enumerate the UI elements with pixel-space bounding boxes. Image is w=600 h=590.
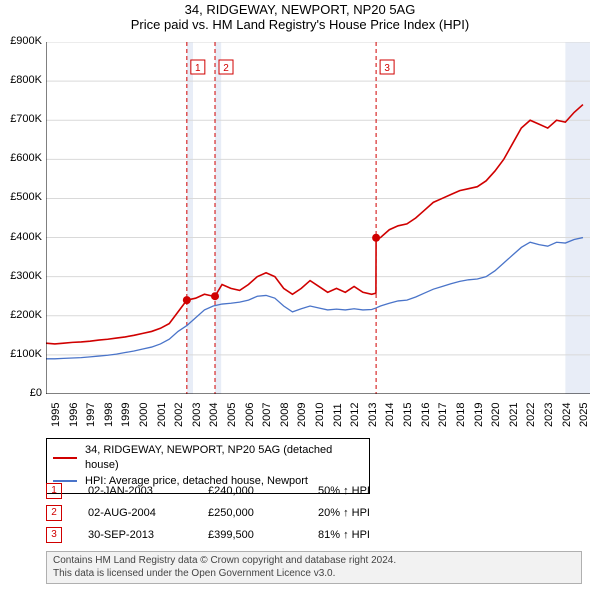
x-axis-label: 2004 xyxy=(208,403,220,427)
sale-vs-hpi: 81% ↑ HPI xyxy=(318,529,370,541)
y-axis-label: £100K xyxy=(0,348,42,360)
x-axis-label: 1999 xyxy=(120,403,132,427)
x-axis-label: 2021 xyxy=(508,403,520,427)
y-axis-label: £0 xyxy=(0,387,42,399)
x-axis-label: 2006 xyxy=(244,403,256,427)
sales-row: 3 30-SEP-2013 £399,500 81% ↑ HPI xyxy=(46,524,370,546)
sale-price: £240,000 xyxy=(208,485,318,497)
y-axis-label: £200K xyxy=(0,309,42,321)
x-axis-label: 2000 xyxy=(138,403,150,427)
x-axis-label: 2010 xyxy=(314,403,326,427)
sale-date: 02-JAN-2003 xyxy=(88,485,208,497)
legend-swatch-property xyxy=(53,457,77,459)
price-chart: 1 2 3 xyxy=(46,42,590,394)
x-axis-label: 2013 xyxy=(367,403,379,427)
svg-text:2: 2 xyxy=(223,63,229,74)
x-axis-label: 2016 xyxy=(420,403,432,427)
chart-title-address: 34, RIDGEWAY, NEWPORT, NP20 5AG xyxy=(0,2,600,17)
x-axis-label: 2025 xyxy=(578,403,590,427)
sale-date: 02-AUG-2004 xyxy=(88,507,208,519)
x-axis-label: 2003 xyxy=(191,403,203,427)
x-axis-label: 2024 xyxy=(561,403,573,427)
sales-row: 1 02-JAN-2003 £240,000 50% ↑ HPI xyxy=(46,480,370,502)
x-axis-label: 2011 xyxy=(332,403,344,427)
legend-item-property: 34, RIDGEWAY, NEWPORT, NP20 5AG (detache… xyxy=(53,443,363,474)
sales-table: 1 02-JAN-2003 £240,000 50% ↑ HPI 2 02-AU… xyxy=(46,480,370,546)
attribution-line: Contains HM Land Registry data © Crown c… xyxy=(53,555,575,568)
x-axis-label: 2018 xyxy=(455,403,467,427)
y-axis-label: £800K xyxy=(0,74,42,86)
x-axis-label: 1998 xyxy=(103,403,115,427)
x-axis-label: 2017 xyxy=(437,403,449,427)
x-axis-label: 2008 xyxy=(279,403,291,427)
y-axis-label: £300K xyxy=(0,270,42,282)
x-axis-label: 2023 xyxy=(543,403,555,427)
x-axis-label: 2009 xyxy=(296,403,308,427)
sale-marker-icon: 3 xyxy=(46,527,62,543)
legend-label-property: 34, RIDGEWAY, NEWPORT, NP20 5AG (detache… xyxy=(85,443,363,474)
x-axis-label: 2020 xyxy=(490,403,502,427)
x-axis-label: 2019 xyxy=(473,403,485,427)
x-axis-label: 2012 xyxy=(349,403,361,427)
svg-text:3: 3 xyxy=(384,63,390,74)
y-axis-label: £500K xyxy=(0,191,42,203)
sale-vs-hpi: 20% ↑ HPI xyxy=(318,507,370,519)
sale-date: 30-SEP-2013 xyxy=(88,529,208,541)
attribution-footer: Contains HM Land Registry data © Crown c… xyxy=(46,551,582,584)
y-axis-label: £600K xyxy=(0,152,42,164)
x-axis-label: 2022 xyxy=(525,403,537,427)
sale-marker-icon: 1 xyxy=(46,483,62,499)
y-axis-label: £700K xyxy=(0,113,42,125)
x-axis-label: 1995 xyxy=(50,403,62,427)
sale-marker-icon: 2 xyxy=(46,505,62,521)
sale-price: £399,500 xyxy=(208,529,318,541)
svg-text:1: 1 xyxy=(195,63,201,74)
sales-row: 2 02-AUG-2004 £250,000 20% ↑ HPI xyxy=(46,502,370,524)
x-axis-label: 2015 xyxy=(402,403,414,427)
x-axis-label: 2005 xyxy=(226,403,238,427)
x-axis-label: 1996 xyxy=(68,403,80,427)
sale-price: £250,000 xyxy=(208,507,318,519)
x-axis-label: 2002 xyxy=(173,403,185,427)
x-axis-label: 1997 xyxy=(85,403,97,427)
chart-title-sub: Price paid vs. HM Land Registry's House … xyxy=(0,17,600,32)
y-axis-label: £400K xyxy=(0,231,42,243)
sale-vs-hpi: 50% ↑ HPI xyxy=(318,485,370,497)
attribution-line: This data is licensed under the Open Gov… xyxy=(53,568,575,581)
x-axis-label: 2001 xyxy=(156,403,168,427)
x-axis-label: 2014 xyxy=(384,403,396,427)
y-axis-label: £900K xyxy=(0,35,42,47)
x-axis-label: 2007 xyxy=(261,403,273,427)
